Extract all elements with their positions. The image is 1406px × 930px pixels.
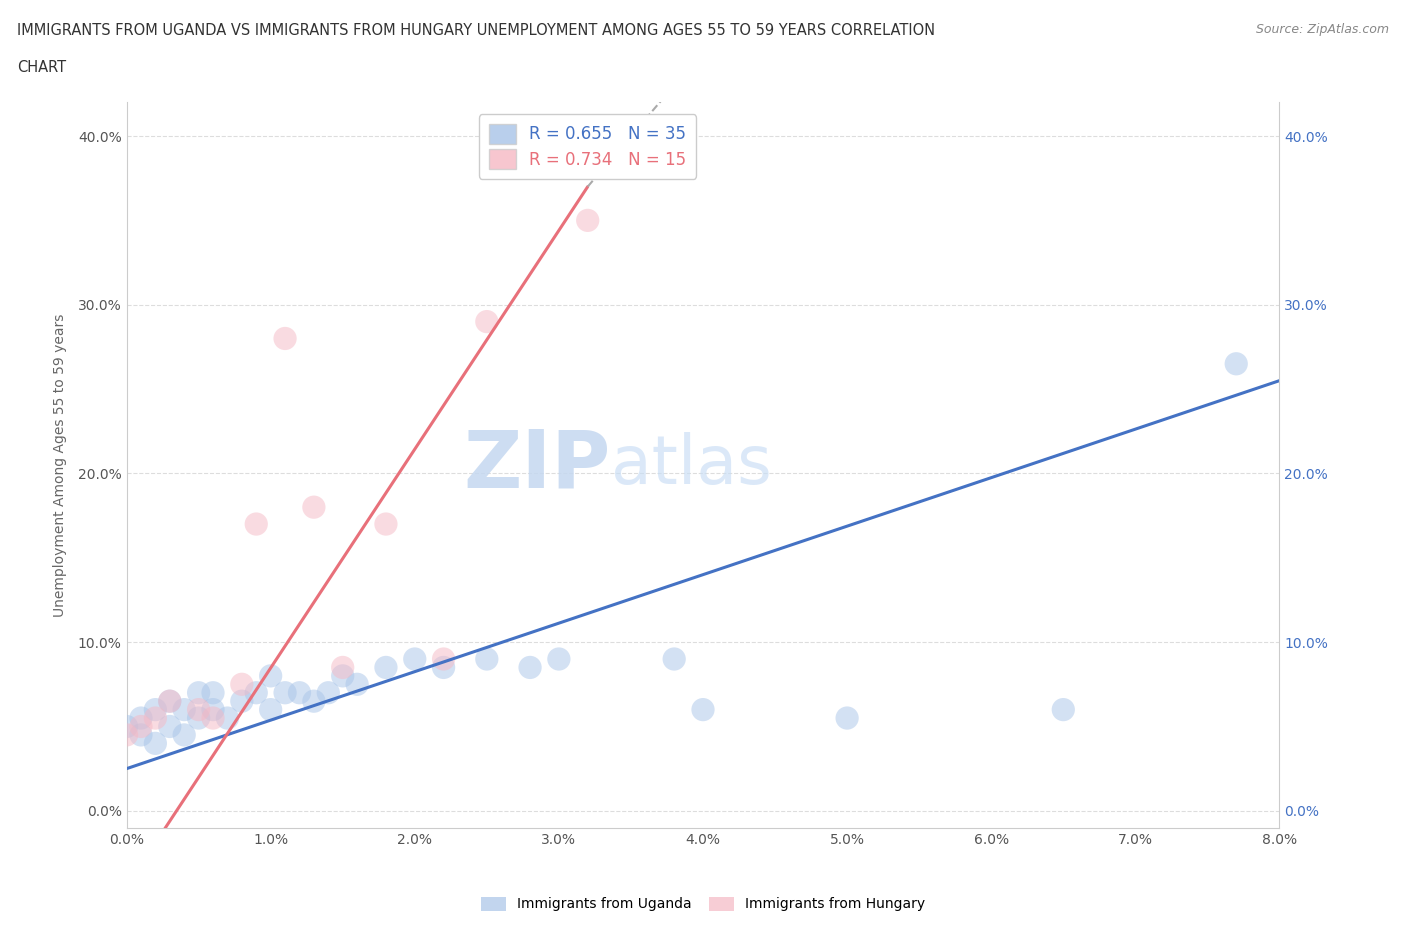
Point [187,711,209,725]
Point [145,702,166,717]
Point [374,516,396,531]
Point [332,660,354,675]
Y-axis label: Unemployment Among Ages 55 to 59 years: Unemployment Among Ages 55 to 59 years [52,313,66,617]
Point [302,694,325,709]
Legend: R = 0.655   N = 35, R = 0.734   N = 15: R = 0.655 N = 35, R = 0.734 N = 15 [479,114,696,179]
Point [173,727,195,742]
Point [475,652,498,667]
Point [274,331,297,346]
Point [374,660,396,675]
Legend: Immigrants from Uganda, Immigrants from Hungary: Immigrants from Uganda, Immigrants from … [474,890,932,919]
Point [288,685,311,700]
Point [187,702,209,717]
Point [202,702,225,717]
Point [231,694,253,709]
Point [145,736,166,751]
Point [433,660,456,675]
Point [332,669,354,684]
Point [835,711,858,725]
Point [664,652,686,667]
Point [1052,702,1074,717]
Point [187,685,209,700]
Point [404,652,426,667]
Point [316,685,339,700]
Point [145,711,166,725]
Text: CHART: CHART [17,60,66,75]
Text: atlas: atlas [610,432,772,498]
Text: ZIP: ZIP [464,426,610,504]
Point [129,719,152,734]
Point [231,677,253,692]
Point [1225,356,1247,371]
Text: IMMIGRANTS FROM UGANDA VS IMMIGRANTS FROM HUNGARY UNEMPLOYMENT AMONG AGES 55 TO : IMMIGRANTS FROM UGANDA VS IMMIGRANTS FRO… [17,23,935,38]
Point [274,685,297,700]
Point [346,677,368,692]
Point [115,719,138,734]
Point [159,719,181,734]
Point [217,711,239,725]
Point [692,702,714,717]
Point [115,727,138,742]
Point [129,711,152,725]
Point [475,314,498,329]
Point [159,694,181,709]
Point [259,702,281,717]
Point [519,660,541,675]
Point [245,685,267,700]
Point [547,652,569,667]
Point [259,669,281,684]
Point [202,711,225,725]
Point [433,652,456,667]
Point [159,694,181,709]
Point [576,213,599,228]
Point [129,727,152,742]
Point [173,702,195,717]
Point [245,516,267,531]
Point [302,499,325,514]
Text: Source: ZipAtlas.com: Source: ZipAtlas.com [1256,23,1389,36]
Point [202,685,225,700]
